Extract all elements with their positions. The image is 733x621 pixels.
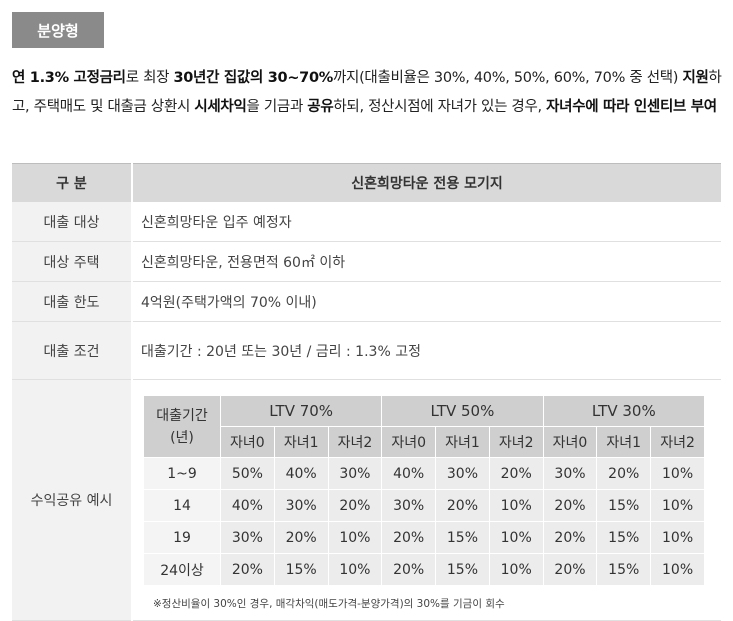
row-label: 수익공유 예시	[12, 379, 133, 621]
period-header-line2: (년)	[170, 429, 194, 446]
share-rate-cell: 20%	[327, 489, 383, 522]
product-type-badge: 분양형	[12, 12, 104, 48]
child-count-header: 자녀1	[596, 426, 652, 458]
share-rate-cell: 40%	[220, 489, 275, 522]
period-cell: 14	[143, 489, 221, 522]
share-rate-cell: 20%	[381, 553, 437, 586]
share-rate-cell: 20%	[435, 489, 490, 522]
row-label: 대출 조건	[12, 321, 133, 380]
header-product: 신혼희망타운 전용 모기지	[132, 163, 721, 202]
share-rate-cell: 40%	[273, 457, 329, 490]
table-row: 14 40% 30% 20% 30% 20% 10% 20% 15% 10%	[143, 489, 705, 522]
share-rate-cell: 10%	[488, 553, 544, 586]
child-count-header: 자녀2	[650, 426, 705, 458]
share-rate-cell: 30%	[273, 489, 329, 522]
child-count-header: 자녀0	[542, 426, 598, 458]
share-rate-cell: 30%	[435, 457, 490, 490]
share-rate-cell: 10%	[488, 489, 544, 522]
intro-paragraph: 연 1.3% 고정금리로 최장 30년간 집값의 30~70%까지(대출비율은 …	[12, 64, 727, 122]
intro-text: 하고, 주택매도 및 대출금 상환시	[12, 70, 722, 115]
period-cell: 1~9	[143, 457, 221, 490]
ltv-group-header: LTV 30%	[542, 395, 706, 427]
row-value: 신혼희망타운, 전용면적 60㎡ 이하	[132, 241, 721, 282]
share-rate-cell: 50%	[220, 457, 275, 490]
intro-emphasis: 시세차익	[194, 99, 247, 115]
table-row: 대출 조건 대출기간 : 20년 또는 30년 / 금리 : 1.3% 고정	[12, 321, 721, 380]
intro-emphasis: 연 1.3% 고정금리	[12, 70, 126, 86]
share-rate-cell: 40%	[381, 457, 437, 490]
child-count-header: 자녀2	[327, 426, 383, 458]
period-header-line1: 대출기간	[156, 407, 208, 424]
row-value: 대출기간 : 20년 또는 30년 / 금리 : 1.3% 고정	[132, 321, 721, 380]
share-rate-cell: 15%	[596, 553, 652, 586]
intro-text: 까지(대출비율은 30%, 40%, 50%, 60%, 70% 중 선택)	[332, 70, 683, 86]
period-cell: 19	[143, 521, 221, 554]
share-rate-cell: 20%	[542, 521, 598, 554]
share-rate-cell: 10%	[650, 521, 705, 554]
intro-emphasis: 공유	[307, 99, 334, 115]
share-rate-cell: 15%	[435, 553, 490, 586]
share-rate-cell: 30%	[327, 457, 383, 490]
child-count-header: 자녀1	[273, 426, 329, 458]
intro-emphasis: 30년간 집값의 30~70%	[173, 70, 333, 86]
table-row: 24이상 20% 15% 10% 20% 15% 10% 20% 15% 10%	[143, 553, 705, 586]
row-label: 대상 주택	[12, 241, 133, 282]
intro-emphasis: 지원	[682, 70, 709, 86]
child-count-header: 자녀1	[435, 426, 490, 458]
share-rate-cell: 15%	[596, 489, 652, 522]
table-row: 대출 한도 4억원(주택가액의 70% 이내)	[12, 281, 721, 322]
share-rate-cell: 10%	[650, 489, 705, 522]
row-value: 신혼희망타운 입주 예정자	[132, 202, 721, 242]
share-rate-cell: 20%	[596, 457, 652, 490]
header-category: 구 분	[12, 163, 133, 202]
table-row-example: 수익공유 예시 대출기간 (년) LTV 70%	[12, 379, 721, 621]
share-rate-cell: 15%	[596, 521, 652, 554]
intro-text: 로 최장	[125, 70, 174, 86]
share-rate-cell: 20%	[542, 553, 598, 586]
table-row: 1~9 50% 40% 30% 40% 30% 20% 30% 20% 10%	[143, 457, 705, 490]
profit-sharing-table: 대출기간 (년) LTV 70% LTV 50% LTV 30% 자녀0 자녀1 자…	[143, 395, 706, 586]
share-rate-cell: 10%	[650, 457, 705, 490]
intro-text: 을 기금과	[246, 99, 308, 115]
ltv-group-header: LTV 70%	[219, 395, 383, 427]
share-rate-cell: 15%	[435, 521, 490, 554]
row-label: 대출 한도	[12, 281, 133, 322]
row-value: 4억원(주택가액의 70% 이내)	[132, 281, 721, 322]
period-cell: 24이상	[143, 553, 221, 586]
share-rate-cell: 20%	[273, 521, 329, 554]
share-rate-cell: 10%	[327, 553, 383, 586]
share-rate-cell: 30%	[542, 457, 598, 490]
table-row: 19 30% 20% 10% 20% 15% 10% 20% 15% 10%	[143, 521, 705, 554]
child-count-header: 자녀0	[381, 426, 437, 458]
intro-emphasis: 자녀수에 따라 인센티브 부여	[546, 99, 717, 115]
child-count-header: 자녀0	[220, 426, 275, 458]
share-rate-cell: 20%	[220, 553, 275, 586]
table-row: 대출 대상 신혼희망타운 입주 예정자	[12, 202, 721, 242]
mortgage-info-table: 구 분 신혼희망타운 전용 모기지 대출 대상 신혼희망타운 입주 예정자 대상…	[12, 163, 721, 621]
period-header: 대출기간 (년)	[143, 395, 221, 458]
share-rate-cell: 30%	[220, 521, 275, 554]
ltv-group-header: LTV 50%	[381, 395, 544, 427]
share-rate-cell: 30%	[381, 489, 437, 522]
share-rate-cell: 10%	[650, 553, 705, 586]
share-rate-cell: 10%	[327, 521, 383, 554]
row-label: 대출 대상	[12, 202, 133, 242]
table-row: 대상 주택 신혼희망타운, 전용면적 60㎡ 이하	[12, 241, 721, 282]
share-rate-cell: 20%	[381, 521, 437, 554]
example-cell: 대출기간 (년) LTV 70% LTV 50% LTV 30% 자녀0 자녀1 자…	[132, 379, 721, 621]
intro-text: 하되, 정산시점에 자녀가 있는 경우,	[333, 99, 547, 115]
share-rate-cell: 10%	[488, 521, 544, 554]
share-rate-cell: 20%	[542, 489, 598, 522]
child-count-header: 자녀2	[488, 426, 544, 458]
share-rate-cell: 20%	[488, 457, 544, 490]
share-rate-cell: 15%	[273, 553, 329, 586]
footnote: ※정산비율이 30%인 경우, 매각차익(매도가격-분양가격)의 30%를 기금…	[153, 598, 505, 610]
